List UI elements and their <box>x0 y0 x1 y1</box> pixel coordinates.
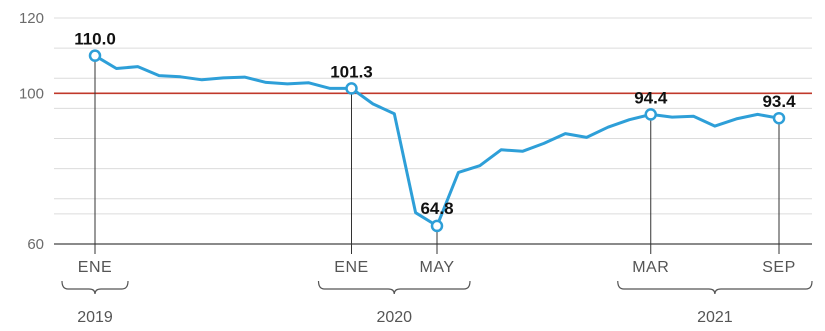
data-labels: 110.0 101.3 64.8 94.4 93.4 <box>74 30 796 218</box>
y-tick-label: 120 <box>19 10 44 27</box>
x-axis-ticks: ENE ENE MAY MAR SEP <box>78 259 796 276</box>
data-label: 94.4 <box>634 88 668 107</box>
year-bracket <box>317 280 471 295</box>
x-tick-label: ENE <box>78 259 112 276</box>
x-tick-label: SEP <box>762 259 796 276</box>
data-label: 110.0 <box>74 30 116 49</box>
x-tick-label: MAR <box>632 259 669 276</box>
data-label: 93.4 <box>762 92 796 111</box>
y-tick-label: 100 <box>19 85 44 102</box>
markers <box>88 49 786 233</box>
year-bracket <box>61 280 129 295</box>
data-point-marker <box>345 82 358 95</box>
year-label: 2019 <box>77 309 113 326</box>
data-label: 64.8 <box>420 199 453 218</box>
year-label: 2020 <box>376 309 412 326</box>
year-groups: 2019 2020 2021 <box>61 280 813 326</box>
x-tick-label: ENE <box>334 259 368 276</box>
year-label: 2021 <box>697 309 733 326</box>
data-label: 101.3 <box>330 62 373 81</box>
x-tick-label: MAY <box>420 259 455 276</box>
drop-lines <box>94 55 780 254</box>
data-point-marker <box>88 49 102 62</box>
data-point-marker <box>644 108 657 121</box>
y-tick-label: 60 <box>27 236 44 253</box>
data-point-marker <box>430 219 444 233</box>
y-axis-ticks: 120 100 60 <box>19 10 44 253</box>
year-bracket <box>617 280 813 295</box>
data-point-marker <box>772 111 786 125</box>
